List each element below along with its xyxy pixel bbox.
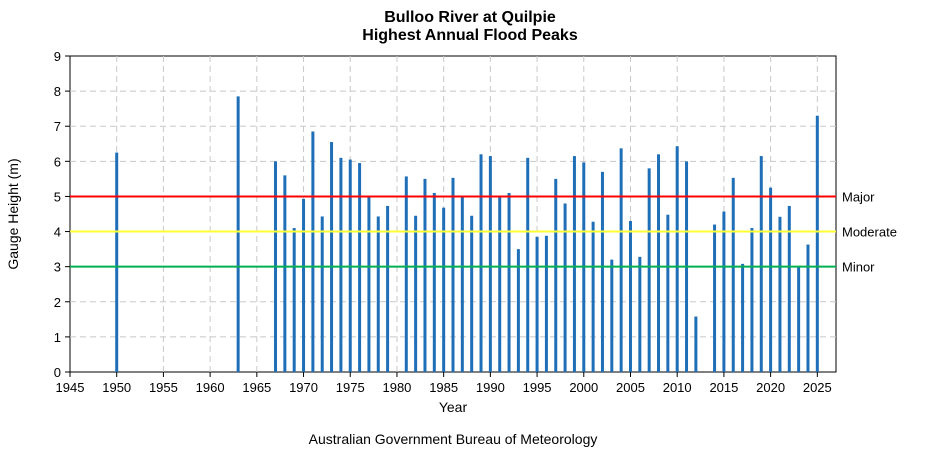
bar-1998	[563, 203, 567, 372]
y-tick-label: 2	[54, 295, 61, 310]
bar-2001	[591, 221, 595, 372]
chart-subtitle: Highest Annual Flood Peaks	[362, 27, 578, 44]
x-tick-label: 2025	[803, 380, 832, 395]
bar-2002	[600, 171, 604, 372]
x-tick-label: 1955	[149, 380, 178, 395]
bar-1984	[432, 192, 436, 372]
bar-2014	[713, 224, 717, 372]
bar-2009	[666, 214, 670, 372]
y-axis-ticks: 0 1 2 3 4 5 6 7 8 9	[54, 49, 70, 380]
bar-1988	[470, 215, 474, 372]
y-tick-label: 7	[54, 119, 61, 134]
x-axis-ticks: 1945 1950 1955 1960 1965 1970 1975 1980 1985 1990…	[56, 372, 832, 395]
bar-2007	[647, 168, 651, 372]
bar-1950	[115, 152, 119, 372]
bar-1969	[292, 228, 296, 372]
bar-1979	[386, 205, 390, 372]
bar-1995	[535, 236, 539, 372]
bar-1989	[479, 154, 483, 372]
x-tick-label: 2020	[756, 380, 785, 395]
bar-2005	[628, 221, 632, 372]
bar-1997	[554, 178, 558, 372]
bar-2008	[657, 154, 661, 372]
bar-1999	[572, 156, 576, 372]
bar-1982	[414, 215, 418, 372]
bar-2003	[610, 259, 614, 372]
y-tick-label: 6	[54, 154, 61, 169]
bar-1977	[367, 196, 371, 372]
bar-1963	[236, 96, 240, 372]
x-axis-label: Year	[439, 399, 468, 415]
bar-2016	[731, 177, 735, 372]
flood-level-moderate-label: Moderate	[842, 225, 897, 240]
bar-1996	[544, 235, 548, 372]
bar-1971	[311, 131, 315, 372]
bar-2019	[759, 156, 763, 372]
bar-2004	[619, 148, 623, 372]
y-tick-label: 8	[54, 84, 61, 99]
bar-2017	[741, 263, 745, 372]
bar-2021	[778, 216, 782, 372]
flood-level-major-label: Major	[842, 189, 875, 204]
bar-1973	[330, 142, 334, 372]
bar-2012	[694, 316, 698, 372]
bar-1987	[460, 197, 464, 372]
bar-1993	[516, 249, 520, 372]
x-tick-label: 1985	[429, 380, 458, 395]
bar-1968	[283, 175, 287, 372]
chart-title: Bulloo River at Quilpie	[384, 9, 556, 26]
bar-2025	[815, 115, 819, 372]
flood-level-minor-label: Minor	[842, 260, 875, 275]
x-tick-label: 2000	[569, 380, 598, 395]
bar-2024	[806, 244, 810, 372]
bar-2015	[722, 211, 726, 372]
bar-1978	[376, 216, 380, 372]
x-tick-label: 1970	[289, 380, 318, 395]
bar-1985	[442, 207, 446, 372]
bar-1986	[451, 177, 455, 372]
x-tick-label: 1975	[336, 380, 365, 395]
flood-levels: Major Moderate Minor	[70, 189, 897, 275]
bar-1992	[507, 192, 511, 372]
y-tick-label: 3	[54, 260, 61, 275]
y-tick-label: 1	[54, 330, 61, 345]
y-tick-label: 4	[54, 225, 61, 240]
x-tick-label: 2005	[616, 380, 645, 395]
bar-2006	[638, 256, 642, 372]
x-tick-label: 1965	[242, 380, 271, 395]
x-tick-label: 1990	[476, 380, 505, 395]
bar-2018	[750, 228, 754, 372]
y-tick-label: 9	[54, 49, 61, 64]
bar-1972	[320, 216, 324, 372]
y-tick-label: 0	[54, 365, 61, 380]
bar-1991	[498, 197, 502, 372]
bar-1990	[488, 156, 492, 372]
y-tick-label: 5	[54, 189, 61, 204]
x-tick-label: 1945	[56, 380, 85, 395]
x-tick-label: 2015	[709, 380, 738, 395]
bar-1974	[339, 157, 343, 372]
x-tick-label: 1980	[382, 380, 411, 395]
bar-1994	[526, 157, 530, 372]
bar-2010	[675, 146, 679, 372]
x-tick-label: 1995	[523, 380, 552, 395]
y-axis-label: Gauge Height (m)	[5, 158, 21, 269]
bar-1970	[302, 198, 306, 372]
bar-1981	[404, 176, 408, 372]
bar-1983	[423, 178, 427, 372]
x-tick-label: 1960	[196, 380, 225, 395]
x-tick-label: 1950	[102, 380, 131, 395]
bar-2022	[787, 205, 791, 372]
bar-2023	[797, 266, 801, 372]
source-credit: Australian Government Bureau of Meteorol…	[309, 431, 598, 447]
bar-2020	[769, 187, 773, 372]
x-tick-label: 2010	[663, 380, 692, 395]
